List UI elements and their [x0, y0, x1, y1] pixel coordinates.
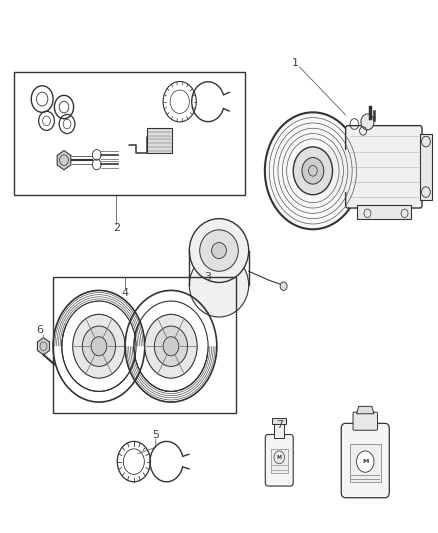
- Bar: [271, 449, 288, 473]
- FancyBboxPatch shape: [265, 434, 293, 486]
- Circle shape: [73, 314, 125, 378]
- Circle shape: [154, 326, 187, 367]
- Circle shape: [293, 147, 332, 195]
- Circle shape: [82, 326, 116, 367]
- Bar: [147, 128, 172, 154]
- FancyBboxPatch shape: [353, 412, 378, 430]
- Polygon shape: [357, 406, 374, 414]
- Ellipse shape: [189, 253, 249, 317]
- Circle shape: [361, 114, 374, 130]
- Text: 5: 5: [152, 430, 159, 440]
- FancyBboxPatch shape: [341, 423, 389, 498]
- Text: 7: 7: [276, 420, 283, 430]
- Polygon shape: [57, 151, 71, 169]
- Circle shape: [280, 282, 287, 290]
- Bar: [308, 150, 374, 192]
- Text: 8: 8: [366, 413, 373, 423]
- Text: M: M: [362, 459, 368, 464]
- Bar: [357, 205, 411, 219]
- Circle shape: [302, 158, 324, 184]
- Text: 4: 4: [122, 288, 129, 298]
- Text: 3: 3: [205, 272, 212, 282]
- Bar: [14, 72, 245, 195]
- Bar: [274, 424, 285, 438]
- Bar: [420, 134, 432, 200]
- FancyBboxPatch shape: [346, 126, 422, 208]
- Text: 1: 1: [292, 59, 299, 68]
- Polygon shape: [37, 338, 49, 355]
- Circle shape: [145, 314, 197, 378]
- Text: M: M: [277, 455, 282, 460]
- Bar: [272, 418, 286, 424]
- Ellipse shape: [189, 219, 249, 282]
- Bar: [350, 443, 381, 482]
- Text: 6: 6: [36, 325, 43, 335]
- Circle shape: [265, 112, 361, 229]
- Circle shape: [357, 451, 374, 472]
- Circle shape: [163, 337, 179, 356]
- Bar: [53, 277, 237, 413]
- Circle shape: [91, 337, 107, 356]
- Text: 2: 2: [113, 223, 120, 233]
- Ellipse shape: [200, 230, 238, 271]
- Ellipse shape: [212, 243, 226, 259]
